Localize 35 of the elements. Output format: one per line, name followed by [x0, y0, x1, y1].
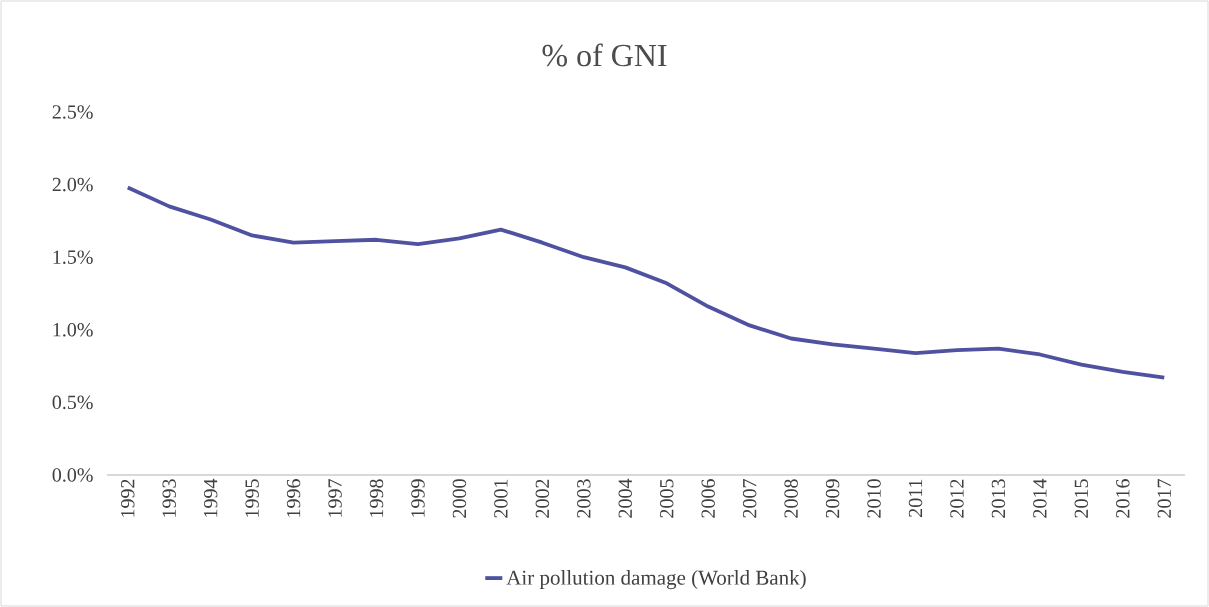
legend-label: Air pollution damage (World Bank)	[506, 570, 806, 590]
x-tick-label: 2012	[950, 479, 964, 518]
x-tick-label: 2010	[867, 479, 881, 518]
x-tick-label: 2001	[494, 479, 508, 518]
x-tick-label: 1997	[328, 479, 342, 517]
y-tick-label: 2.0%	[52, 177, 93, 192]
x-tick-label: 2016	[1116, 479, 1130, 518]
x-tick-label: 1993	[162, 479, 176, 517]
y-tick-label: 1.5%	[53, 250, 93, 264]
x-tick-label: 2017	[1157, 479, 1171, 518]
x-tick-label: 1999	[411, 479, 425, 517]
x-tick-label: 1994	[203, 478, 218, 517]
x-tick-label: 1995	[245, 479, 259, 517]
x-tick-label: 1998	[369, 479, 384, 517]
y-tick-label: 0.5%	[52, 395, 93, 410]
x-tick-label: 2003	[577, 479, 591, 518]
line-series	[125, 185, 1167, 380]
x-tick-label: 2004	[618, 478, 633, 518]
x-tick-label: 2005	[659, 479, 674, 518]
x-tick-label: 2000	[452, 479, 467, 518]
y-tick-label: 0.0%	[52, 468, 93, 482]
x-tick-label: 2014	[1033, 478, 1047, 518]
x-tick-label: 2006	[701, 479, 715, 518]
x-tick-label: 1992	[121, 479, 135, 517]
x-tick-label: 1996	[286, 479, 301, 517]
x-tick-label: 2011	[908, 479, 923, 517]
y-tick-label: 1.0%	[53, 323, 93, 337]
x-tick-label: 2013	[991, 479, 1006, 518]
x-tick-label: 2007	[742, 479, 757, 518]
x-tick-label: 2009	[825, 479, 840, 518]
x-tick-label: 2015	[1074, 479, 1089, 518]
chart-title: % of GNI	[542, 43, 667, 67]
y-tick-label: 2.5%	[52, 105, 93, 119]
x-tick-label: 2008	[784, 479, 798, 518]
x-tick-label: 2002	[535, 479, 550, 518]
